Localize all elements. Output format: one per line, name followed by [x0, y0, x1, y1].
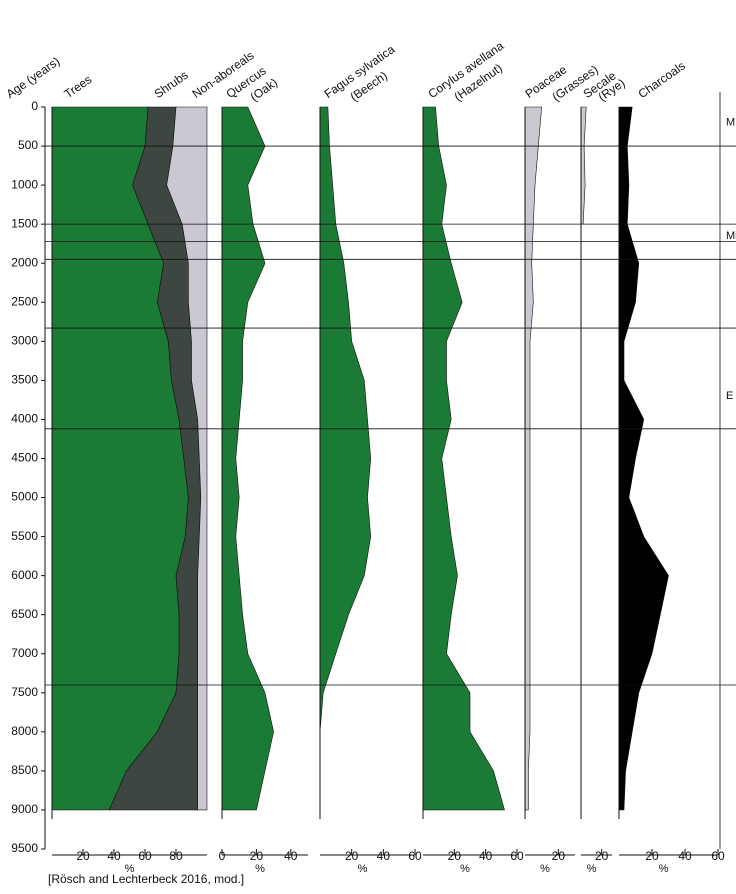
y-tick-label: 3000: [11, 333, 38, 347]
x-tick-label: 20: [448, 849, 462, 863]
y-tick-label: 8500: [11, 763, 38, 777]
area-series: [422, 106, 505, 811]
area-series: [319, 106, 372, 810]
x-tick-label: 60: [711, 849, 725, 863]
panel-title: Charcoals: [636, 59, 688, 101]
y-tick-label: 9500: [11, 841, 38, 855]
x-axis-label: %: [540, 863, 550, 875]
y-tick-label: 8000: [11, 724, 38, 738]
x-axis-label: %: [587, 863, 597, 875]
y-tick-label: 7000: [11, 646, 38, 660]
y-axis-label: Age (years): [4, 54, 63, 101]
y-tick-label: 2000: [11, 255, 38, 269]
area-series: [580, 106, 587, 225]
x-tick-label: 80: [169, 849, 183, 863]
y-tick-label: 3500: [11, 373, 38, 387]
area-series: [618, 106, 669, 811]
x-tick-label: 20: [76, 849, 90, 863]
zone-label: E: [726, 390, 733, 402]
x-tick-label: 20: [250, 849, 264, 863]
y-tick-label: 0: [31, 99, 38, 113]
x-tick-label: 20: [595, 849, 609, 863]
x-tick-label: 40: [107, 849, 121, 863]
x-tick-label: 40: [284, 849, 298, 863]
x-tick-label: 20: [552, 849, 566, 863]
x-axis-label: %: [125, 863, 135, 875]
y-tick-label: 5500: [11, 529, 38, 543]
x-tick-label: 60: [510, 849, 524, 863]
x-axis-label: %: [358, 863, 368, 875]
series-label: Trees: [62, 72, 95, 101]
series-label: Shrubs: [152, 68, 191, 101]
y-tick-label: 7500: [11, 685, 38, 699]
y-tick-label: 9000: [11, 802, 38, 816]
x-tick-label: 0: [219, 849, 226, 863]
area-series: [524, 106, 543, 811]
x-tick-label: 60: [408, 849, 422, 863]
y-tick-label: 1500: [11, 216, 38, 230]
x-axis-label: %: [460, 863, 470, 875]
x-tick-label: 40: [479, 849, 493, 863]
y-tick-label: 5000: [11, 490, 38, 504]
x-tick-label: 60: [138, 849, 152, 863]
x-tick-label: 20: [645, 849, 659, 863]
y-tick-label: 4000: [11, 412, 38, 426]
x-tick-label: 40: [377, 849, 391, 863]
y-tick-label: 6000: [11, 568, 38, 582]
x-axis-label: %: [255, 863, 265, 875]
source-note: [Rösch and Lechterbeck 2016, mod.]: [48, 872, 244, 886]
zone-label: M: [726, 117, 735, 129]
y-tick-label: 500: [18, 138, 38, 152]
area-series: [221, 106, 274, 811]
zone-label: Mi: [726, 230, 736, 242]
y-tick-label: 1000: [11, 177, 38, 191]
y-tick-label: 2500: [11, 294, 38, 308]
area-series: [166, 106, 208, 811]
x-tick-label: 40: [678, 849, 692, 863]
y-tick-label: 6500: [11, 607, 38, 621]
x-tick-label: 20: [345, 849, 359, 863]
x-axis-label: %: [659, 863, 669, 875]
y-tick-label: 4500: [11, 451, 38, 465]
